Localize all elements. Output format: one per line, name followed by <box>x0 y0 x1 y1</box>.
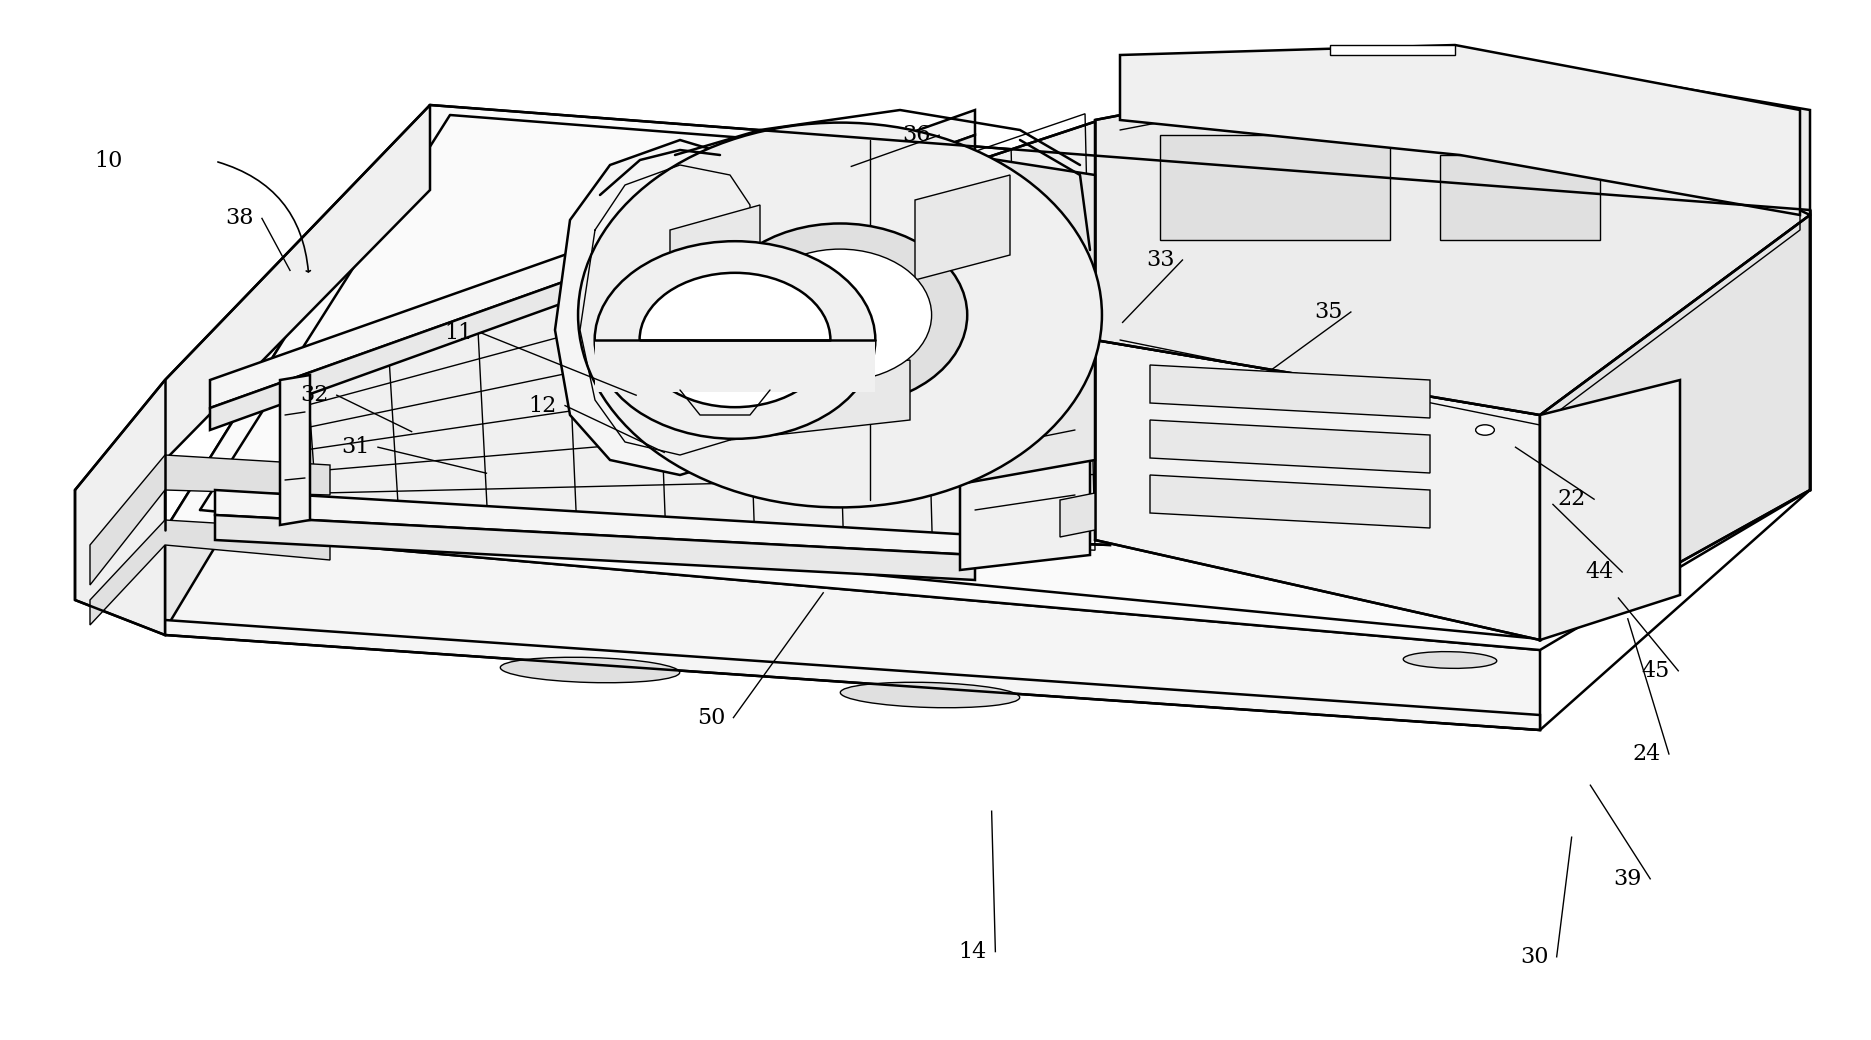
Polygon shape <box>595 340 876 392</box>
Polygon shape <box>281 375 311 525</box>
Text: 44: 44 <box>1585 561 1615 583</box>
Polygon shape <box>1095 340 1540 640</box>
Text: 33: 33 <box>1145 249 1175 271</box>
Text: 38: 38 <box>225 207 254 230</box>
Ellipse shape <box>840 682 1020 708</box>
Ellipse shape <box>1403 652 1497 669</box>
Polygon shape <box>165 620 1540 730</box>
Polygon shape <box>1540 380 1680 640</box>
Polygon shape <box>1330 45 1456 55</box>
Polygon shape <box>215 515 975 580</box>
Ellipse shape <box>595 241 876 439</box>
Ellipse shape <box>713 224 967 407</box>
Polygon shape <box>90 456 329 586</box>
Polygon shape <box>670 205 760 310</box>
Polygon shape <box>1095 50 1809 415</box>
Polygon shape <box>210 110 975 408</box>
Polygon shape <box>960 355 1091 570</box>
Text: 39: 39 <box>1613 867 1643 890</box>
Text: 22: 22 <box>1557 488 1587 511</box>
Polygon shape <box>165 105 430 630</box>
Polygon shape <box>1151 365 1429 418</box>
Polygon shape <box>1151 420 1429 473</box>
Polygon shape <box>1540 215 1809 640</box>
Polygon shape <box>915 175 1010 280</box>
Polygon shape <box>870 140 1095 500</box>
Polygon shape <box>1061 493 1095 537</box>
Polygon shape <box>1160 135 1390 240</box>
Polygon shape <box>730 360 909 440</box>
Polygon shape <box>215 490 975 555</box>
Text: 10: 10 <box>94 150 123 173</box>
Polygon shape <box>165 530 1540 730</box>
Text: 35: 35 <box>1313 301 1343 323</box>
Text: 31: 31 <box>341 436 370 459</box>
Circle shape <box>1476 424 1495 435</box>
Text: 50: 50 <box>696 706 726 729</box>
Polygon shape <box>1151 475 1429 528</box>
Text: 32: 32 <box>299 384 329 407</box>
Polygon shape <box>210 135 975 430</box>
Polygon shape <box>299 120 1110 545</box>
Text: 36: 36 <box>902 124 932 147</box>
Polygon shape <box>1441 155 1600 240</box>
Text: 14: 14 <box>958 940 988 963</box>
Polygon shape <box>75 105 430 635</box>
Polygon shape <box>1121 45 1800 215</box>
Polygon shape <box>556 140 760 475</box>
Text: 45: 45 <box>1641 659 1671 682</box>
Text: 24: 24 <box>1632 743 1661 765</box>
Polygon shape <box>90 520 329 625</box>
Ellipse shape <box>640 272 831 408</box>
Text: 12: 12 <box>528 394 558 417</box>
Ellipse shape <box>500 657 679 682</box>
Polygon shape <box>165 105 1809 650</box>
Ellipse shape <box>578 123 1102 508</box>
Ellipse shape <box>748 250 932 381</box>
Text: 11: 11 <box>443 321 473 344</box>
Text: 30: 30 <box>1519 945 1549 968</box>
